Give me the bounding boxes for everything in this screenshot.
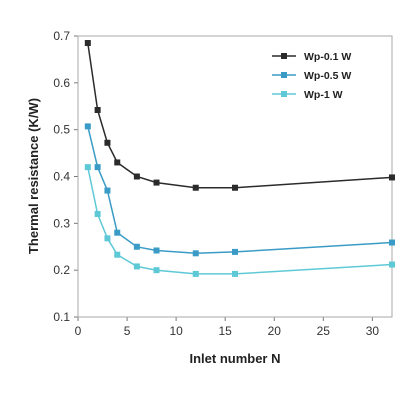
data-point (104, 235, 111, 242)
data-point (232, 184, 238, 191)
data-point (94, 210, 101, 217)
x-tick-label: 30 (366, 324, 380, 338)
x-axis-label: Inlet number N (189, 351, 280, 366)
y-tick-label: 0.2 (53, 263, 70, 277)
series-2 (84, 123, 395, 257)
x-tick-label: 10 (169, 324, 183, 338)
data-point (114, 251, 121, 258)
data-point (389, 261, 395, 268)
series-group (84, 40, 395, 277)
x-tick-label: 20 (268, 324, 282, 338)
y-tick-label: 0.7 (53, 29, 70, 43)
series-line (87, 42, 393, 189)
legend-label: Wp-0.5 W (304, 70, 351, 82)
data-point (94, 106, 101, 113)
data-point (232, 248, 238, 255)
series-3 (84, 164, 395, 277)
data-point (389, 174, 395, 181)
data-point (114, 159, 121, 166)
x-tick-label: 0 (75, 324, 82, 338)
x-tick-label: 25 (317, 324, 331, 338)
series-line (87, 166, 393, 275)
data-point (389, 239, 395, 246)
legend-label: Wp-1 W (304, 89, 343, 101)
legend-label: Wp-0.1 W (304, 51, 351, 63)
data-point (192, 250, 199, 257)
data-point (133, 243, 140, 250)
data-point (133, 173, 140, 180)
legend-marker (281, 53, 287, 59)
legend-marker (281, 91, 287, 97)
data-point (133, 263, 140, 270)
y-tick-label: 0.4 (53, 170, 70, 184)
data-point (153, 179, 160, 186)
x-tick-label: 5 (124, 324, 131, 338)
y-tick-label: 0.5 (53, 123, 70, 137)
data-point (153, 247, 160, 254)
y-axis-label: Thermal resistance (K/W) (26, 98, 41, 254)
legend: Wp-0.1 W Wp-0.5 W Wp-1 W (272, 51, 351, 101)
y-tick-label: 0.6 (53, 76, 70, 90)
data-point (84, 164, 91, 171)
x-tick-label: 15 (219, 324, 233, 338)
series-1 (84, 40, 395, 191)
data-point (192, 184, 199, 191)
data-point (104, 187, 111, 194)
legend-marker (281, 72, 287, 78)
y-tick-label: 0.3 (53, 216, 70, 230)
data-point (94, 164, 101, 171)
data-point (192, 270, 199, 277)
data-point (104, 139, 111, 146)
data-point (84, 123, 91, 130)
data-point (114, 229, 121, 236)
data-point (84, 40, 91, 47)
y-tick-label: 0.1 (53, 310, 70, 324)
data-point (153, 267, 160, 274)
x-axis-ticks: 0 5 10 15 20 25 30 (75, 317, 380, 338)
series-line (87, 126, 393, 255)
y-axis-ticks: 0.1 0.2 0.3 0.4 0.5 0.6 0.7 (53, 29, 78, 324)
data-point (232, 270, 238, 277)
